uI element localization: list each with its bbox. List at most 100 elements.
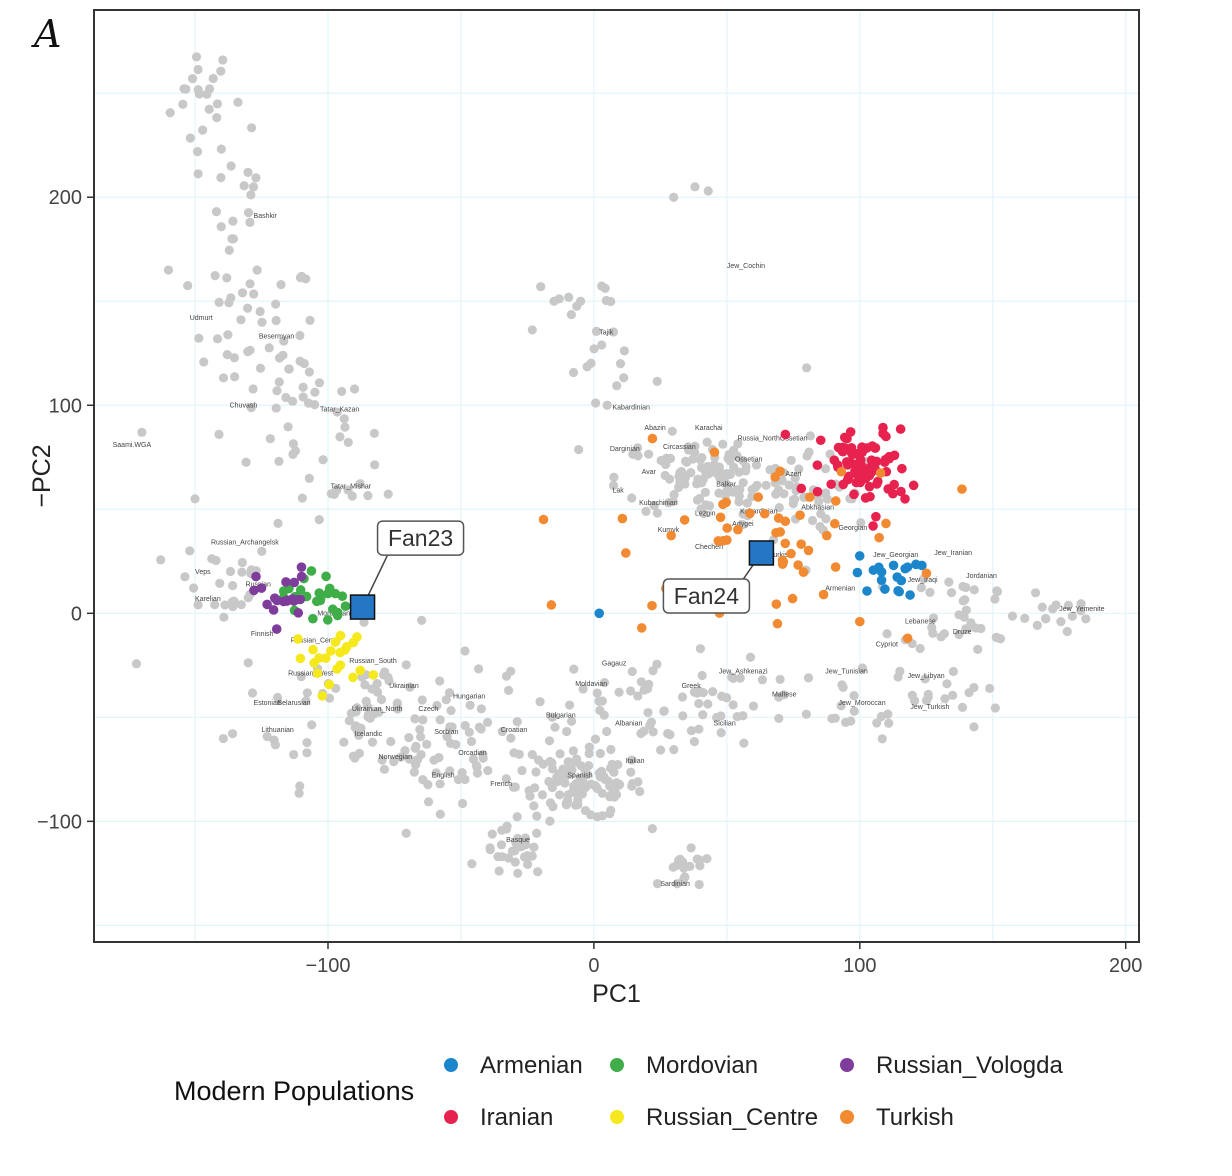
population-label: Finnish: [251, 631, 274, 638]
background-point: [1020, 613, 1030, 623]
point-russian_vologda: [256, 583, 267, 593]
background-point: [1076, 606, 1086, 616]
background-point: [335, 432, 345, 442]
background-point: [647, 823, 657, 834]
background-point: [786, 455, 796, 465]
background-point: [815, 522, 825, 532]
y-tick-label: 100: [49, 395, 82, 417]
background-point: [237, 557, 247, 568]
point-russian_centre: [348, 637, 359, 648]
background-point: [790, 494, 800, 505]
background-point: [960, 595, 970, 605]
background-point: [708, 686, 718, 697]
population-label: Sicilian: [714, 721, 736, 728]
population-label: Italian: [626, 758, 645, 765]
background-point: [985, 683, 995, 693]
background-point: [189, 583, 199, 593]
point-iranian: [826, 479, 836, 490]
background-point: [877, 734, 887, 744]
point-turkish: [745, 508, 755, 519]
background-point: [725, 456, 735, 466]
background-point: [343, 485, 353, 495]
background-point: [703, 186, 713, 196]
population-label: Croatian: [501, 727, 528, 734]
background-point: [210, 271, 220, 281]
population-label: Saami.WGA: [113, 442, 152, 449]
background-point: [288, 439, 298, 449]
background-point: [508, 782, 519, 792]
background-point: [434, 752, 444, 763]
background-points: [131, 52, 1091, 890]
population-label: Bulgarian: [546, 712, 576, 719]
background-point: [690, 182, 700, 192]
background-point: [442, 731, 452, 742]
background-point: [431, 768, 441, 778]
background-point: [392, 698, 402, 708]
y-tick-label: −100: [37, 811, 82, 833]
plot-frame: [93, 9, 1140, 943]
point-turkish: [722, 523, 732, 533]
background-point: [337, 386, 347, 397]
point-iranian: [812, 460, 823, 470]
background-point: [689, 447, 700, 457]
point-iranian: [897, 463, 907, 474]
background-point: [216, 222, 226, 232]
background-point: [409, 767, 419, 777]
background-point: [324, 693, 335, 703]
point-russian_centre: [335, 630, 346, 641]
background-point: [369, 428, 379, 438]
background-point: [237, 567, 247, 577]
background-point: [633, 691, 643, 701]
background-point: [304, 367, 314, 377]
point-armenian: [917, 560, 927, 571]
background-point: [302, 737, 312, 748]
background-point: [613, 760, 623, 770]
x-tick-label: −100: [305, 955, 350, 977]
background-point: [247, 688, 258, 698]
legend-label: Mordovian: [646, 1052, 759, 1079]
background-point: [990, 703, 1000, 713]
background-point: [497, 726, 507, 737]
background-point: [715, 473, 725, 483]
point-turkish: [780, 538, 791, 549]
background-point: [665, 730, 675, 740]
background-point: [602, 400, 612, 410]
point-mordovian: [340, 601, 351, 611]
point-turkish: [647, 600, 657, 611]
background-point: [389, 757, 399, 767]
point-mordovian: [321, 571, 331, 582]
point-iranian: [796, 483, 807, 494]
population-label: Sardinian: [660, 881, 690, 888]
background-point: [652, 508, 662, 518]
background-point: [344, 716, 354, 726]
background-point: [1081, 614, 1091, 624]
background-point: [284, 364, 294, 374]
sample-marker-fan24: [748, 540, 775, 566]
background-point: [318, 455, 328, 465]
point-turkish: [921, 568, 932, 579]
population-label: Tatar_Mishar: [331, 483, 372, 490]
point-iranian: [843, 471, 854, 482]
population-label: Gagauz: [602, 660, 627, 667]
background-point: [289, 749, 299, 760]
point-russian_vologda: [293, 608, 304, 618]
background-point: [547, 781, 557, 791]
background-point: [332, 485, 342, 495]
background-point: [807, 515, 818, 526]
background-point: [948, 690, 958, 700]
background-point: [460, 720, 470, 731]
background-point: [555, 749, 565, 759]
background-point: [608, 480, 619, 491]
population-label: Jew_Tunisian: [825, 669, 868, 676]
background-point: [236, 315, 246, 325]
background-point: [248, 384, 258, 394]
background-point: [555, 769, 565, 779]
point-turkish: [786, 548, 796, 559]
background-point: [573, 795, 583, 805]
background-point: [272, 692, 283, 703]
point-russian_centre: [293, 634, 303, 644]
y-tick-label: 200: [49, 187, 82, 209]
background-point: [700, 487, 710, 497]
point-armenian: [893, 586, 903, 596]
background-point: [816, 509, 826, 519]
